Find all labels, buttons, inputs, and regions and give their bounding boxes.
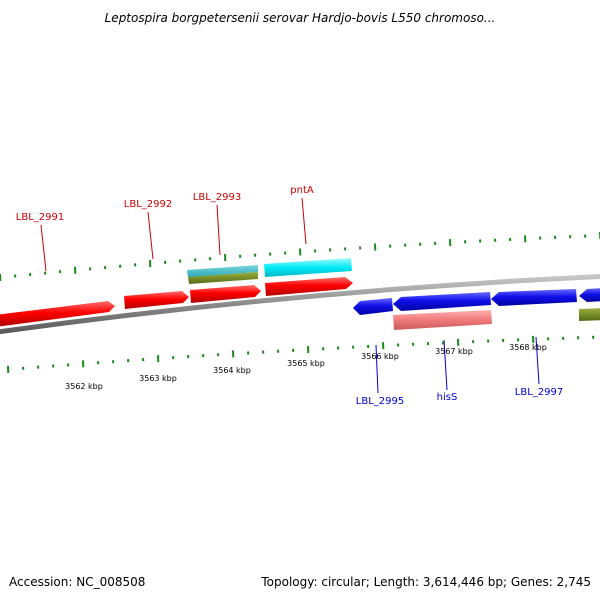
gene-arrow-lbl2994[interactable] (353, 298, 393, 315)
gene-label-pnta[interactable]: pntA (290, 185, 314, 196)
gene-arrow-lbl2992[interactable] (124, 291, 189, 309)
olive-feature-right[interactable] (579, 308, 600, 321)
gene-label-hiss[interactable]: hisS (437, 392, 458, 403)
reverse-strand-genes (353, 288, 600, 330)
gene-label-lbl2997[interactable]: LBL_2997 (515, 387, 563, 398)
gene-label-lbl2995[interactable]: LBL_2995 (356, 396, 404, 407)
teal-feature[interactable] (187, 265, 258, 277)
map-title: Leptospira borgpetersenii serovar Hardjo… (105, 11, 496, 25)
reverse-gene-labels: LBL_2995 hisS LBL_2997 (356, 336, 563, 407)
cyan-feature-track (187, 258, 352, 284)
scale-label-3564: 3564 kbp (213, 366, 251, 375)
upper-tick-row (0, 232, 600, 282)
scale-label-3568: 3568 kbp (509, 343, 547, 352)
summary-label: Topology: circular; Length: 3,614,446 bp… (260, 575, 591, 589)
gene-arrow-lbl2991[interactable] (0, 301, 115, 327)
gene-arrow-pnta[interactable] (265, 277, 353, 296)
gene-arrow-hiss[interactable] (491, 289, 577, 306)
olive-feature[interactable] (188, 272, 258, 284)
lower-tick-row (7, 335, 595, 374)
gene-arrow-lbl2997[interactable] (579, 288, 600, 302)
gene-label-lbl2991[interactable]: LBL_2991 (16, 212, 64, 223)
cyan-feature[interactable] (264, 258, 352, 277)
forward-strand-genes (0, 277, 353, 327)
scale-label-3563: 3563 kbp (139, 374, 177, 383)
chromosome-backbone (0, 273, 600, 335)
scale-label-3567: 3567 kbp (435, 347, 473, 356)
pink-feature[interactable] (393, 310, 492, 330)
scale-labels: 3562 kbp 3563 kbp 3564 kbp 3565 kbp 3566… (65, 343, 547, 391)
forward-gene-labels: LBL_2991 LBL_2992 LBL_2993 pntA (16, 185, 314, 272)
gene-arrow-lbl2993[interactable] (190, 285, 261, 303)
accession-label: Accession: NC_008508 (9, 575, 145, 589)
gene-label-lbl2992[interactable]: LBL_2992 (124, 199, 172, 210)
scale-label-3565: 3565 kbp (287, 359, 325, 368)
scale-label-3566: 3566 kbp (361, 352, 399, 361)
gene-label-lbl2993[interactable]: LBL_2993 (193, 192, 241, 203)
scale-label-3562: 3562 kbp (65, 382, 103, 391)
gene-arrow-lbl2995[interactable] (393, 292, 491, 311)
